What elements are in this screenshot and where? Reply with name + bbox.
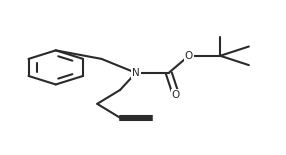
Text: N: N <box>132 68 140 78</box>
Text: O: O <box>185 51 193 61</box>
Text: O: O <box>172 90 180 100</box>
